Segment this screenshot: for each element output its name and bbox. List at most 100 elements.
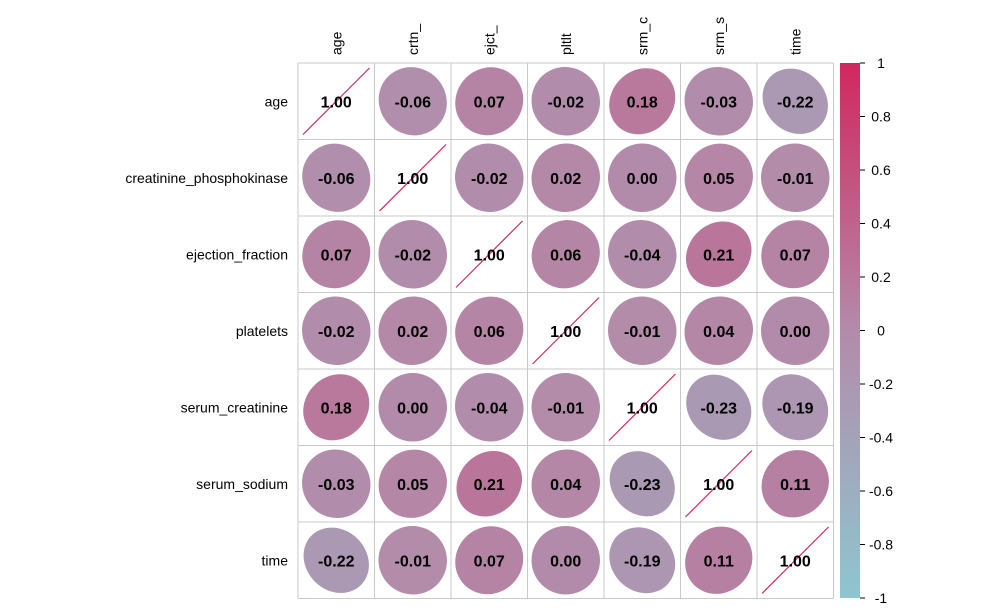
correlation-ellipse <box>303 374 370 441</box>
colorbar-tick-label: 0.6 <box>871 162 891 178</box>
correlation-ellipse <box>378 525 447 595</box>
row-label: age <box>265 93 289 109</box>
correlation-ellipse <box>301 449 371 519</box>
column-label: srm_s <box>711 17 727 55</box>
correlation-value: 0.04 <box>550 477 581 494</box>
row-label: ejection_fraction <box>186 246 288 262</box>
correlation-value: -0.01 <box>548 400 585 417</box>
colorbar-tick-label: -0.4 <box>869 430 893 446</box>
correlation-value: 0.11 <box>780 477 810 494</box>
correlation-value: 0.11 <box>704 553 734 570</box>
correlation-ellipse <box>454 143 524 212</box>
correlation-ellipse <box>761 220 830 289</box>
correlation-value: 0.02 <box>550 171 581 188</box>
correlation-ellipse <box>608 143 677 212</box>
correlation-ellipse <box>531 372 600 442</box>
row-labels: age creatinine_phosphokinase ejection_frac… <box>125 93 288 568</box>
correlation-ellipse <box>686 374 752 440</box>
correlation-ellipse <box>455 67 524 136</box>
correlation-ellipse <box>761 450 829 518</box>
correlation-ellipse <box>609 68 676 135</box>
correlation-value: 0.18 <box>627 94 658 111</box>
colorbar-gradient <box>840 63 860 598</box>
correlation-ellipse <box>761 296 830 365</box>
correlation-value: -0.22 <box>777 94 814 111</box>
row-label: creatinine_phosphokinase <box>125 170 288 186</box>
correlation-ellipse <box>455 220 523 288</box>
correlation-value: 0.02 <box>397 324 428 341</box>
correlation-ellipse <box>378 449 447 518</box>
correlation-value: 0.07 <box>780 247 811 264</box>
correlation-value: -0.02 <box>471 171 508 188</box>
column-labels: age crtn_ ejct_ pltlt srm_c srm_s time <box>328 17 803 55</box>
correlation-ellipse <box>455 372 524 442</box>
correlation-ellipse <box>684 143 753 212</box>
correlation-ellipse <box>609 527 676 594</box>
correlation-value: -0.01 <box>777 171 814 188</box>
correlation-value: 0.18 <box>321 400 352 417</box>
correlation-value: -0.23 <box>701 400 738 417</box>
correlation-cells: 1.00 -0.06 0.07 -0.02 0.18 -0.03 -0.22 -0.06 1.0… <box>301 66 830 595</box>
correlation-value: 0.05 <box>397 477 428 494</box>
correlation-ellipse <box>303 527 369 593</box>
correlation-ellipse <box>456 450 523 517</box>
correlation-ellipse <box>302 67 370 135</box>
colorbar-tick-label: -0.8 <box>869 537 893 553</box>
colorbar-tick-label: 0 <box>877 323 885 339</box>
correlation-ellipse <box>455 526 524 595</box>
colorbar-tick-label: 0.2 <box>871 269 891 285</box>
correlation-ellipse <box>607 296 677 365</box>
correlation-value: -0.01 <box>395 553 432 570</box>
correlation-ellipse <box>685 526 753 594</box>
correlation-ellipse <box>531 449 600 518</box>
correlation-ellipse <box>684 296 753 365</box>
correlation-ellipse <box>455 296 524 365</box>
correlation-value: 0.00 <box>397 400 428 417</box>
colorbar-tick-label: -0.6 <box>869 483 893 499</box>
column-label: ejct_ <box>481 25 497 55</box>
correlation-value: -0.04 <box>624 247 661 264</box>
correlation-value: 1.00 <box>397 171 428 188</box>
row-label: serum_creatinine <box>181 399 289 415</box>
column-label: crtn_ <box>405 24 421 55</box>
correlation-value: 0.21 <box>703 247 734 264</box>
correlation-ellipse <box>378 67 447 136</box>
correlation-value: -0.19 <box>777 400 814 417</box>
correlation-value: 1.00 <box>474 247 505 264</box>
correlation-value: -0.02 <box>548 94 585 111</box>
correlation-value: -0.02 <box>318 324 355 341</box>
correlation-value: 1.00 <box>550 324 581 341</box>
row-label: time <box>262 552 289 568</box>
correlation-value: -0.01 <box>624 324 661 341</box>
correlation-ellipse <box>532 297 600 365</box>
correlation-ellipse <box>684 67 754 136</box>
column-label: pltlt <box>558 33 574 55</box>
correlation-value: -0.19 <box>624 553 661 570</box>
grid-lines <box>297 62 834 599</box>
correlation-value: 0.07 <box>474 553 505 570</box>
colorbar-tick-label: 0.4 <box>871 216 891 232</box>
correlation-ellipse <box>760 143 830 212</box>
column-label: age <box>328 31 344 55</box>
correlation-ellipse <box>531 526 600 595</box>
correlation-value: 1.00 <box>703 477 734 494</box>
correlation-value: 1.00 <box>321 94 352 111</box>
correlation-ellipse <box>608 219 677 289</box>
correlation-value: 1.00 <box>627 400 658 417</box>
correlation-ellipse <box>378 219 447 289</box>
correlation-value: 0.00 <box>627 171 658 188</box>
correlation-value: 0.05 <box>703 171 734 188</box>
correlation-ellipse <box>609 451 675 517</box>
correlation-value: -0.06 <box>318 171 355 188</box>
correlation-value: 0.07 <box>321 247 352 264</box>
correlation-ellipse <box>531 66 600 136</box>
colorbar-tick-label: -0.2 <box>869 376 893 392</box>
correlation-ellipse <box>761 526 829 594</box>
correlation-value: 0.00 <box>780 324 811 341</box>
colorbar-tick-label: 0.8 <box>871 109 891 125</box>
correlation-value: 0.04 <box>703 324 734 341</box>
correlation-value: -0.04 <box>471 400 508 417</box>
correlation-ellipse <box>608 373 676 441</box>
correlation-value: -0.23 <box>624 477 661 494</box>
correlation-ellipse <box>685 221 752 288</box>
